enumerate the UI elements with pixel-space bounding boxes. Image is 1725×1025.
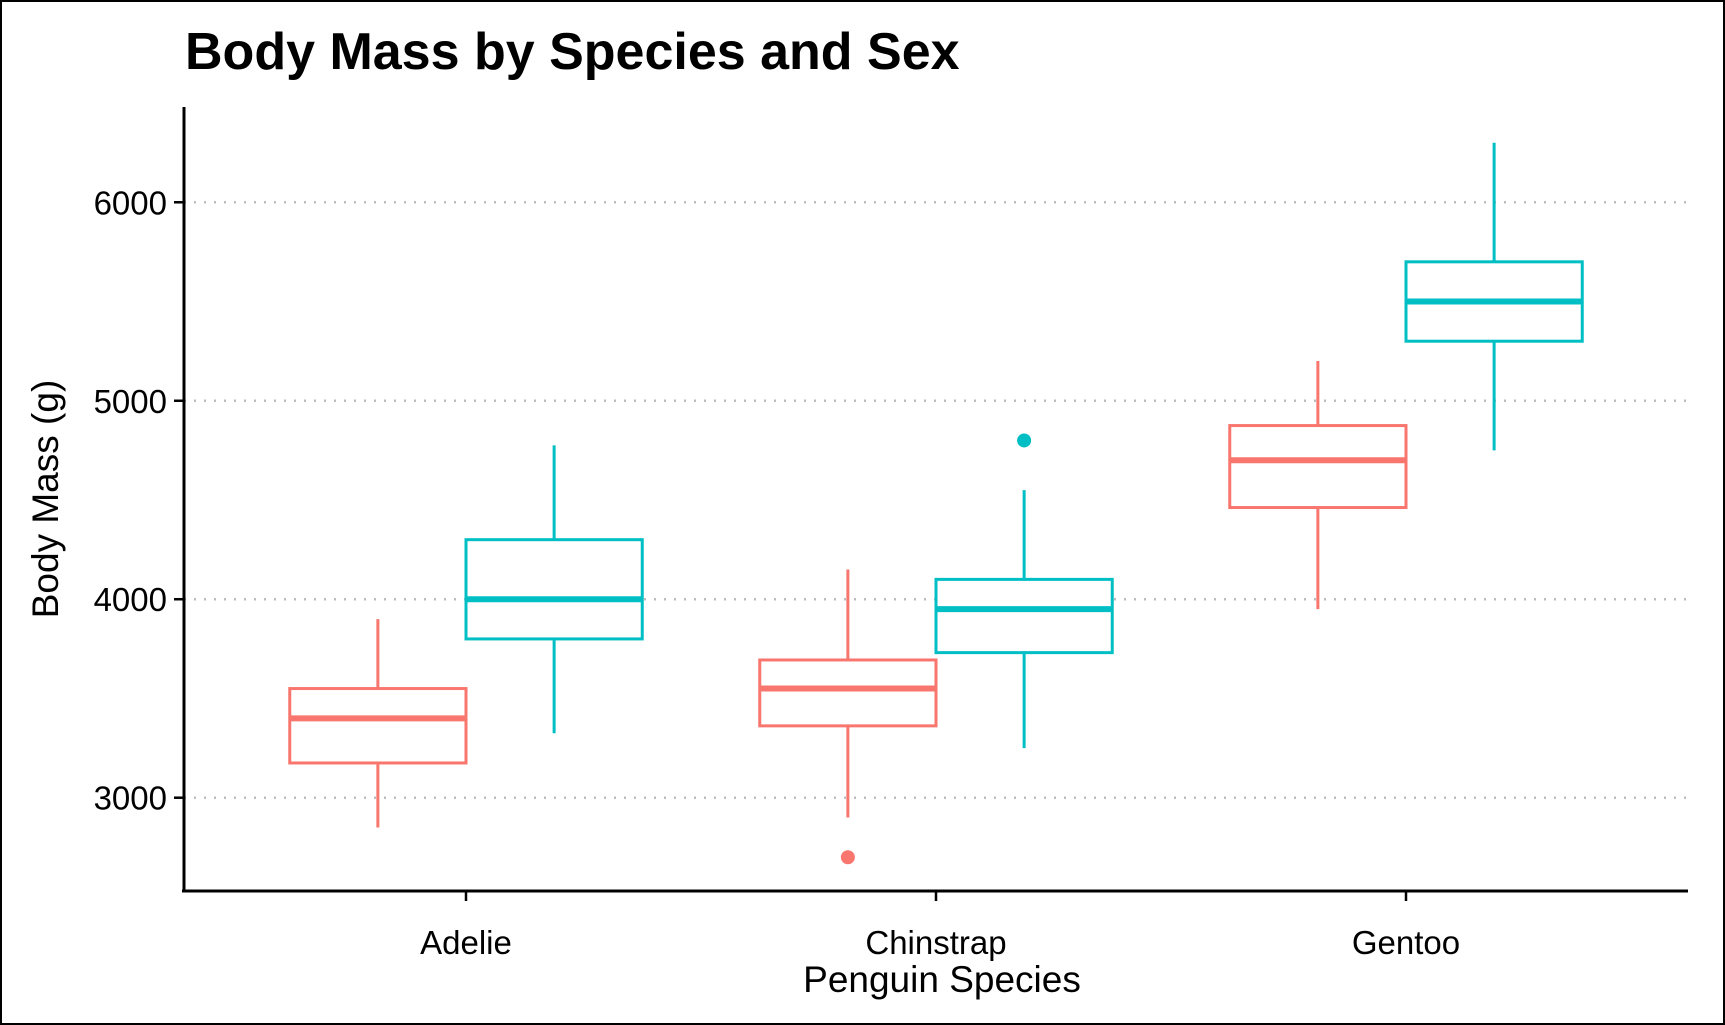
y-tick-label: 6000 xyxy=(94,184,167,221)
x-axis-title: Penguin Species xyxy=(803,959,1081,1000)
box-chinstrap xyxy=(934,433,1114,749)
iqr-box xyxy=(288,687,468,765)
x-tick-label: Gentoo xyxy=(1352,924,1460,961)
y-tick-label: 3000 xyxy=(94,780,167,817)
chart-title: Body Mass by Species and Sex xyxy=(185,23,960,81)
gridlines xyxy=(184,201,1688,799)
outlier-point xyxy=(840,850,855,865)
box-chinstrap xyxy=(758,569,938,865)
iqr-box xyxy=(934,577,1114,655)
ticks: 3000 4000 5000 6000 Adelie Chinstrap Gentoo xyxy=(94,184,1461,961)
y-tick-label: 5000 xyxy=(94,383,167,420)
box-adelie xyxy=(288,619,468,828)
iqr-box xyxy=(758,658,938,728)
box-gentoo xyxy=(1228,361,1408,610)
iqr-box xyxy=(464,538,644,641)
box-gentoo xyxy=(1404,142,1584,451)
iqr-box xyxy=(1228,424,1408,510)
box-adelie xyxy=(464,445,644,734)
x-tick-label: Chinstrap xyxy=(865,924,1006,961)
box-layer xyxy=(288,142,1584,865)
y-tick-label: 4000 xyxy=(94,581,167,618)
outlier-point xyxy=(1017,433,1032,448)
y-axis-title: Body Mass (g) xyxy=(25,380,66,619)
x-tick-label: Adelie xyxy=(420,924,512,961)
axes xyxy=(182,107,1688,893)
